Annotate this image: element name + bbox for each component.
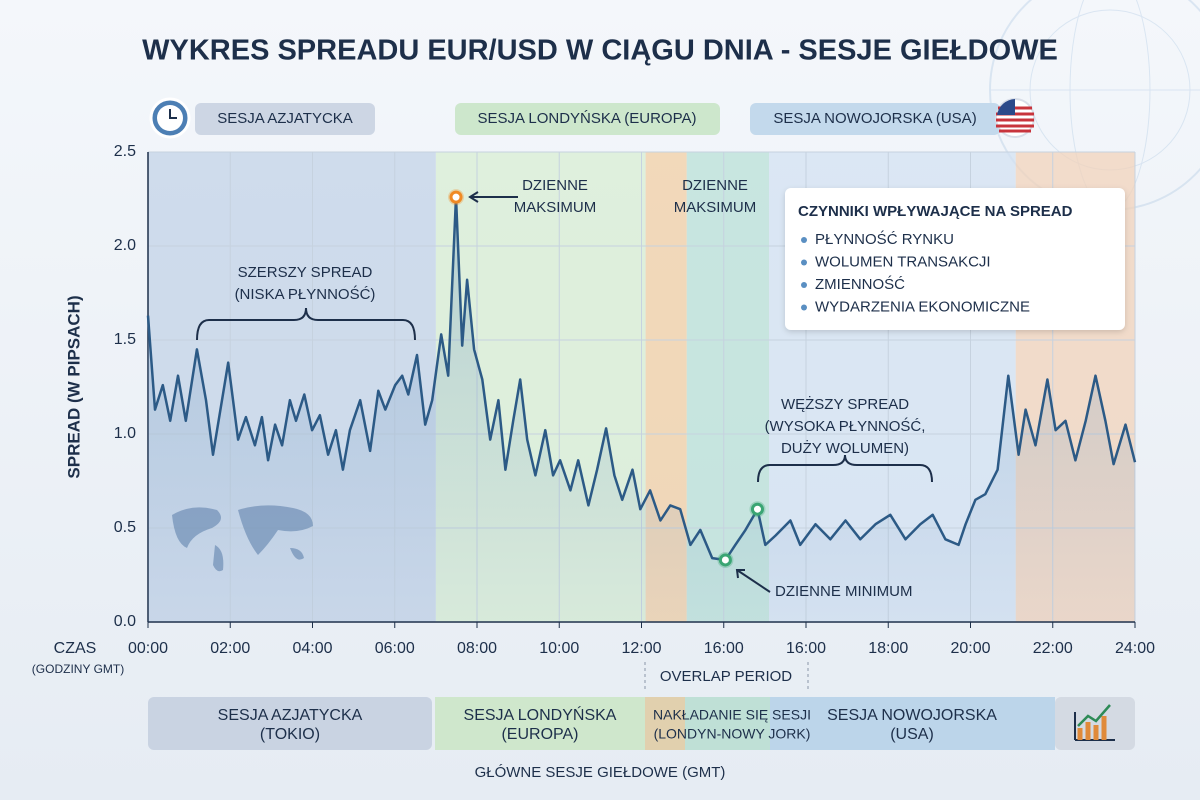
annotation: DZIENNE MINIMUM [775, 583, 913, 600]
factor-item: WYDARZENIA EKONOMICZNE [815, 298, 1030, 315]
y-axis-label: SPREAD (W PIPSACH) [64, 295, 83, 478]
session-block [770, 697, 1055, 750]
area [148, 197, 1135, 622]
session-label: SESJA NOWOJORSKA (USA) [773, 110, 976, 127]
annotation: WĘŻSZY SPREAD [781, 395, 909, 413]
x-tick-label: 12:00 [621, 640, 661, 657]
session-block [645, 697, 685, 750]
x-tick-label: 16:00 [786, 640, 826, 657]
bottom-sessions: SESJA AZJATYCKA (TOKIO) SESJA LONDYŃSKA (EU… [218, 705, 998, 743]
clock-hands [169, 109, 177, 119]
annotation-arrow [468, 191, 518, 203]
annotation: DUŻY WOLUMEN) [781, 439, 909, 457]
line [146, 195, 1137, 562]
annotation: MAKSIMUM [514, 199, 597, 216]
session-pill [750, 103, 1000, 135]
annotation: (NISKA PŁYNNOŚĆ) [235, 285, 376, 303]
session-block-label: SESJA LONDYŃSKA [464, 705, 617, 724]
factor-item: WOLUMEN TRANSAKCJI [815, 253, 991, 270]
chart-title: WYKRES SPREADU EUR/USD W CIĄGU DNIA - SE… [142, 35, 1058, 67]
annotation: MAKSIMUM [674, 199, 757, 216]
marker [449, 190, 463, 204]
factor-bullet [801, 237, 807, 243]
session-block-label: SESJA NOWOJORSKA [827, 707, 997, 724]
marker [718, 553, 732, 567]
x-tick-label: 24:00 [1115, 640, 1155, 657]
session-pill [195, 103, 375, 135]
session-label: SESJA AZJATYCKA [217, 110, 353, 127]
y-tick-label: 0.5 [114, 519, 136, 536]
session-block-label: (EUROPA) [501, 726, 578, 743]
x-tick-label: 20:00 [950, 640, 990, 657]
annotation: DZIENNE [522, 177, 588, 194]
y-tick-label: 2.0 [114, 237, 136, 254]
icon-block [1055, 697, 1135, 750]
brace [757, 454, 933, 483]
factor-item: ZMIENNOŚĆ [815, 275, 905, 293]
factor-bullet [801, 304, 807, 311]
x-tick-label: 02:00 [210, 640, 250, 657]
session-block-label: (USA) [890, 726, 934, 743]
session-block-label: (TOKIO) [260, 726, 320, 743]
x-tick-label: 22:00 [1033, 640, 1073, 657]
y-tick-label: 1.5 [114, 331, 136, 348]
x-tick-label: 04:00 [292, 640, 332, 657]
marker [750, 502, 764, 516]
annotation: (WYSOKA PŁYNNOŚĆ, [765, 417, 926, 435]
factors-list: PŁYNNOŚĆ RYNKU WOLUMEN TRANSAKCJI ZMIENNOŚ… [801, 230, 1030, 315]
chart-icon-line [1077, 704, 1111, 727]
factors-title: CZYNNIKI WPŁYWAJĄCE NA SPREAD [798, 203, 1073, 220]
footer: GŁÓWNE SESJE GIEŁDOWE (GMT) [475, 764, 726, 781]
session-block-label: NAKŁADANIE SIĘ SESJI [653, 707, 811, 723]
brace [196, 307, 416, 341]
session-block [148, 697, 432, 750]
x-tick-label: 08:00 [457, 640, 497, 657]
annotation: DZIENNE [682, 177, 748, 194]
annotation-arrow [735, 569, 771, 593]
session-pill [455, 103, 720, 135]
factors-box [785, 188, 1125, 330]
world-map [172, 505, 313, 572]
factor-item: PŁYNNOŚĆ RYNKU [815, 230, 954, 248]
x-tick-label: 06:00 [375, 640, 415, 657]
factor-bullet [801, 282, 807, 288]
x-tick-label: 18:00 [868, 640, 908, 657]
y-tick-label: 1.0 [114, 425, 136, 442]
overlap-label: OVERLAP PERIOD [660, 668, 792, 685]
y-tick-label: 0.0 [114, 613, 136, 630]
chart-icon-bars [1077, 716, 1107, 740]
flag-canton [997, 99, 1015, 115]
x-tick-label: 16:00 [704, 640, 744, 657]
x-tick-label: 00:00 [128, 640, 168, 657]
annotation: SZERSZY SPREAD [238, 264, 373, 281]
session-block-label: (LONDYN-NOWY JORK) [654, 726, 811, 742]
session-block-label: SESJA AZJATYCKA [218, 707, 363, 724]
session-block [435, 697, 645, 750]
factor-bullet [801, 259, 807, 266]
x-axis-label: CZAS [54, 640, 97, 657]
x-tick-label: 10:00 [539, 640, 579, 657]
x-axis-sublabel: (GODZINY GMT) [32, 662, 124, 676]
session-label: SESJA LONDYŃSKA (EUROPA) [478, 110, 697, 127]
y-tick-label: 2.5 [114, 143, 136, 160]
